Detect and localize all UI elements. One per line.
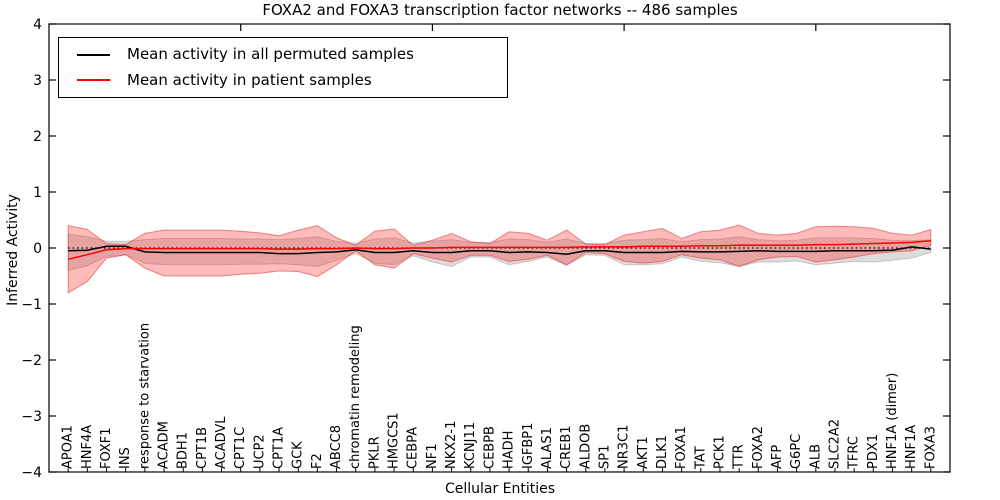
y-tick-label: −3 — [21, 409, 42, 425]
x-tick-label: HNF4A — [80, 425, 95, 469]
x-tick-label: CREB1 — [559, 425, 574, 469]
x-tick-label: FOXF1 — [99, 427, 114, 469]
x-tick-label: FOXA1 — [674, 426, 689, 469]
x-tick-label: FOXA3 — [923, 426, 938, 469]
legend-item-patient: Mean activity in patient samples — [59, 70, 507, 89]
y-tick-label: 1 — [33, 185, 42, 201]
patient-range-band — [67, 224, 932, 294]
x-tick-label: PDX1 — [866, 434, 881, 469]
x-tick-label: INS — [118, 447, 133, 469]
chart-title: FOXA2 and FOXA3 transcription factor net… — [262, 1, 738, 19]
y-tick-label: −4 — [21, 465, 42, 481]
x-tick-label: AFP — [770, 445, 785, 469]
x-tick-label: CPT1C — [233, 427, 248, 469]
patient-line-sample-icon — [77, 79, 110, 82]
x-tick-label: CPT1B — [195, 427, 210, 469]
x-tick-label: HNF1A — [904, 425, 919, 469]
x-tick-label: SLC2A2 — [827, 419, 842, 469]
x-tick-label: ALDOB — [578, 424, 593, 469]
y-tick-label: 3 — [33, 73, 42, 89]
x-tick-label: NKX2-1 — [444, 421, 459, 469]
x-tick-label: GCK — [291, 441, 306, 469]
x-tick-label: TTR — [732, 444, 747, 470]
y-tick-label: 2 — [33, 129, 42, 145]
x-tick-label: APOA1 — [61, 425, 76, 469]
y-tick-label: 4 — [33, 17, 42, 33]
x-tick-label: response to starvation — [137, 323, 152, 469]
x-tick-label: ACADVL — [214, 416, 229, 469]
x-tick-label: UCP2 — [252, 434, 267, 469]
x-tick-label: FOXA2 — [751, 426, 766, 469]
x-tick-label: IGFBP1 — [521, 423, 536, 469]
y-tick-label: 0 — [33, 241, 42, 257]
legend-label-permuted: Mean activity in all permuted samples — [127, 45, 414, 64]
x-tick-label: CPT1A — [272, 427, 287, 469]
y-tick-label: −2 — [21, 353, 42, 369]
permuted-line-sample-icon — [77, 53, 110, 56]
x-axis-label: Cellular Entities — [444, 481, 556, 497]
x-tick-label: CEBPA — [406, 427, 421, 469]
x-tick-label: PCK1 — [712, 435, 727, 469]
legend: Mean activity in all permuted samples Me… — [58, 37, 508, 98]
x-tick-label: AKT1 — [636, 436, 651, 469]
x-tick-label: PKLR — [367, 436, 382, 469]
patient-mean-line — [68, 239, 931, 260]
x-tick-label: ALB — [808, 444, 823, 469]
x-tick-label: BDH1 — [176, 432, 191, 469]
x-tick-label: G6PC — [789, 434, 804, 469]
legend-item-permuted: Mean activity in all permuted samples — [59, 47, 507, 62]
x-tick-label: chromatin remodeling — [348, 325, 363, 469]
x-tick-label: KCNJ11 — [463, 422, 478, 469]
x-tick-label: NR3C1 — [617, 425, 632, 469]
x-tick-label: HADH — [502, 431, 517, 469]
x-tick-label: F2 — [310, 453, 325, 469]
x-tick-label: SP1 — [597, 445, 612, 469]
x-tick-label: ALAS1 — [540, 427, 555, 469]
y-tick-label: −1 — [21, 297, 42, 313]
permuted-mean-line — [68, 245, 931, 255]
x-tick-label: TAT — [693, 446, 708, 470]
x-tick-label: CEBPB — [482, 426, 497, 469]
x-tick-label: ACADM — [157, 421, 172, 469]
x-tick-label: NF1 — [425, 444, 440, 469]
y-axis-label: Inferred Activity — [5, 194, 21, 306]
x-tick-label: DLK1 — [655, 435, 670, 469]
x-tick-label: HMGCS1 — [387, 412, 402, 469]
x-tick-label: TFRC — [847, 436, 862, 470]
x-tick-label: HNF1A (dimer) — [885, 373, 900, 469]
legend-label-patient: Mean activity in patient samples — [127, 70, 372, 89]
x-tick-label: ABCC8 — [329, 425, 344, 469]
